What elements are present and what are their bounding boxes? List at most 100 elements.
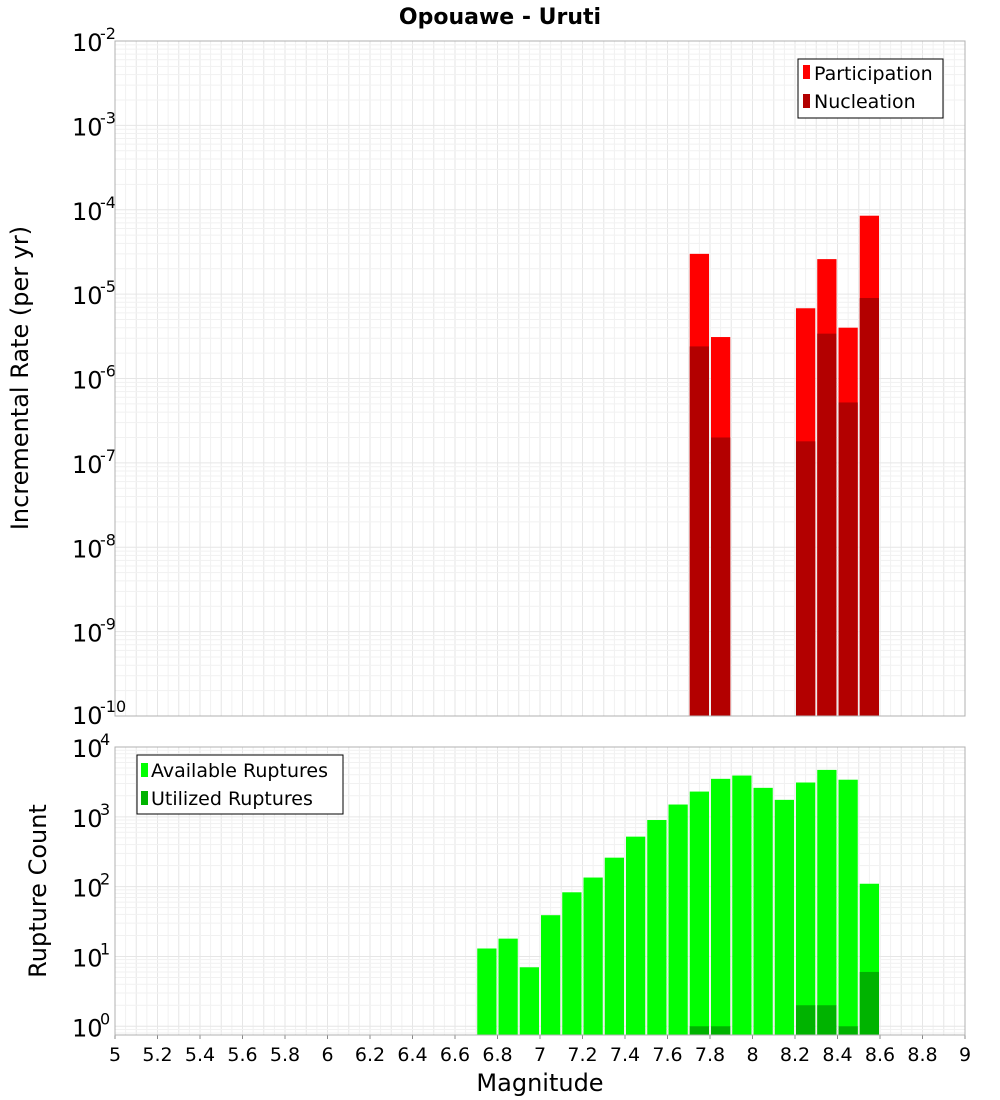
available-ruptures-bar xyxy=(647,820,667,1035)
top-grid xyxy=(114,40,966,717)
x-tick-label: 5.8 xyxy=(270,1044,300,1066)
legend-available-swatch xyxy=(141,763,148,777)
utilized-ruptures-bar xyxy=(838,1026,858,1035)
bottom-y-axis-label: Rupture Count xyxy=(24,804,52,978)
y-tick-exponent: -8 xyxy=(100,530,116,549)
y-tick-exponent: -3 xyxy=(100,108,116,127)
y-tick-label: 10 xyxy=(72,735,103,763)
x-tick-label: 9 xyxy=(959,1044,971,1066)
y-tick-label: 10 xyxy=(72,198,103,226)
legend-nucleation-label: Nucleation xyxy=(814,91,916,113)
nucleation-bar xyxy=(859,297,879,716)
x-tick-label: 6 xyxy=(321,1044,333,1066)
available-ruptures-bar xyxy=(626,836,646,1035)
y-tick-label: 10 xyxy=(72,535,103,563)
x-tick-label: 5.4 xyxy=(185,1044,215,1066)
y-tick-label: 10 xyxy=(72,1014,103,1042)
available-ruptures-bar xyxy=(838,779,858,1035)
x-tick-label: 6.6 xyxy=(440,1044,470,1066)
available-ruptures-bar xyxy=(689,791,709,1035)
y-tick-exponent: -6 xyxy=(100,362,116,381)
x-tick-label: 7.2 xyxy=(567,1044,597,1066)
x-tick-label: 6.8 xyxy=(482,1044,512,1066)
x-tick-label: 6.2 xyxy=(355,1044,385,1066)
y-tick-exponent: 0 xyxy=(100,1009,110,1028)
x-tick-label: 5.2 xyxy=(142,1044,172,1066)
available-ruptures-bar xyxy=(796,782,816,1035)
utilized-ruptures-bar xyxy=(796,1005,816,1035)
top-bars xyxy=(689,215,879,717)
available-ruptures-bar xyxy=(668,804,688,1035)
available-ruptures-bar xyxy=(604,857,624,1035)
y-tick-label: 10 xyxy=(72,113,103,141)
y-tick-label: 10 xyxy=(72,282,103,310)
top-plot-frame xyxy=(114,40,966,717)
legend-utilized-label: Utilized Ruptures xyxy=(151,788,313,810)
x-tick-label: 8.4 xyxy=(822,1044,852,1066)
available-ruptures-bar xyxy=(753,787,773,1035)
available-ruptures-bar xyxy=(498,938,518,1035)
x-tick-label: 7.4 xyxy=(610,1044,640,1066)
x-tick-label: 7.8 xyxy=(695,1044,725,1066)
top-legend: Participation Nucleation xyxy=(797,58,944,119)
utilized-ruptures-bar xyxy=(817,1005,837,1035)
top-legend-box xyxy=(797,58,944,119)
nucleation-bar xyxy=(838,402,858,716)
legend-utilized-swatch xyxy=(141,791,148,805)
x-tick-label: 6.4 xyxy=(397,1044,427,1066)
utilized-ruptures-bar xyxy=(711,1026,731,1035)
utilized-ruptures-bar xyxy=(689,1026,709,1035)
legend-participation-swatch xyxy=(803,65,810,79)
y-tick-exponent: -5 xyxy=(100,277,116,296)
y-tick-exponent: -10 xyxy=(100,697,126,716)
y-tick-exponent: 2 xyxy=(100,870,110,889)
y-tick-exponent: -4 xyxy=(100,193,116,212)
chart-title: Opouawe - Uruti xyxy=(399,5,601,30)
y-tick-exponent: -9 xyxy=(100,615,116,634)
x-ticks: 5 5.2 5.4 5.6 5.8 6 6.2 6.4 6.6 6.8 7 7.2 7.4 7.6 7.8 8… xyxy=(109,1035,971,1066)
y-tick-label: 10 xyxy=(72,451,103,479)
y-tick-exponent: 1 xyxy=(100,939,110,958)
available-ruptures-bar xyxy=(817,769,837,1035)
bottom-legend: Available Ruptures Utilized Ruptures xyxy=(136,754,344,815)
y-tick-label: 10 xyxy=(72,29,103,57)
y-tick-exponent: 3 xyxy=(100,800,110,819)
x-tick-label: 8 xyxy=(746,1044,758,1066)
available-ruptures-bar xyxy=(583,877,603,1035)
y-tick-label: 10 xyxy=(72,805,103,833)
y-tick-label: 10 xyxy=(72,620,103,648)
nucleation-bar xyxy=(796,441,816,716)
utilized-ruptures-bar xyxy=(859,971,879,1035)
available-ruptures-bar xyxy=(477,948,497,1035)
legend-available-label: Available Ruptures xyxy=(151,760,328,782)
y-tick-exponent: -2 xyxy=(100,24,116,43)
x-tick-label: 8.8 xyxy=(907,1044,937,1066)
available-ruptures-bar xyxy=(519,967,539,1035)
x-tick-label: 7 xyxy=(534,1044,546,1066)
top-y-axis-label: Incremental Rate (per yr) xyxy=(6,226,34,530)
bottom-bars xyxy=(477,769,879,1035)
nucleation-bar xyxy=(817,333,837,716)
x-tick-label: 7.6 xyxy=(652,1044,682,1066)
available-ruptures-bar xyxy=(774,799,794,1035)
y-tick-label: 10 xyxy=(72,875,103,903)
bottom-legend-box xyxy=(136,754,344,815)
available-ruptures-bar xyxy=(711,778,731,1035)
x-tick-label: 8.2 xyxy=(780,1044,810,1066)
bottom-plot-frame xyxy=(114,746,966,1036)
legend-nucleation-swatch xyxy=(803,94,810,108)
x-tick-label: 8.6 xyxy=(865,1044,895,1066)
legend-participation-label: Participation xyxy=(814,63,933,85)
y-tick-label: 10 xyxy=(72,944,103,972)
y-tick-label: 10 xyxy=(72,367,103,395)
available-ruptures-bar xyxy=(732,775,752,1035)
available-ruptures-bar xyxy=(541,915,561,1035)
y-tick-label: 10 xyxy=(72,702,103,730)
y-tick-exponent: -7 xyxy=(100,446,116,465)
x-tick-label: 5 xyxy=(109,1044,121,1066)
available-ruptures-bar xyxy=(562,892,582,1035)
